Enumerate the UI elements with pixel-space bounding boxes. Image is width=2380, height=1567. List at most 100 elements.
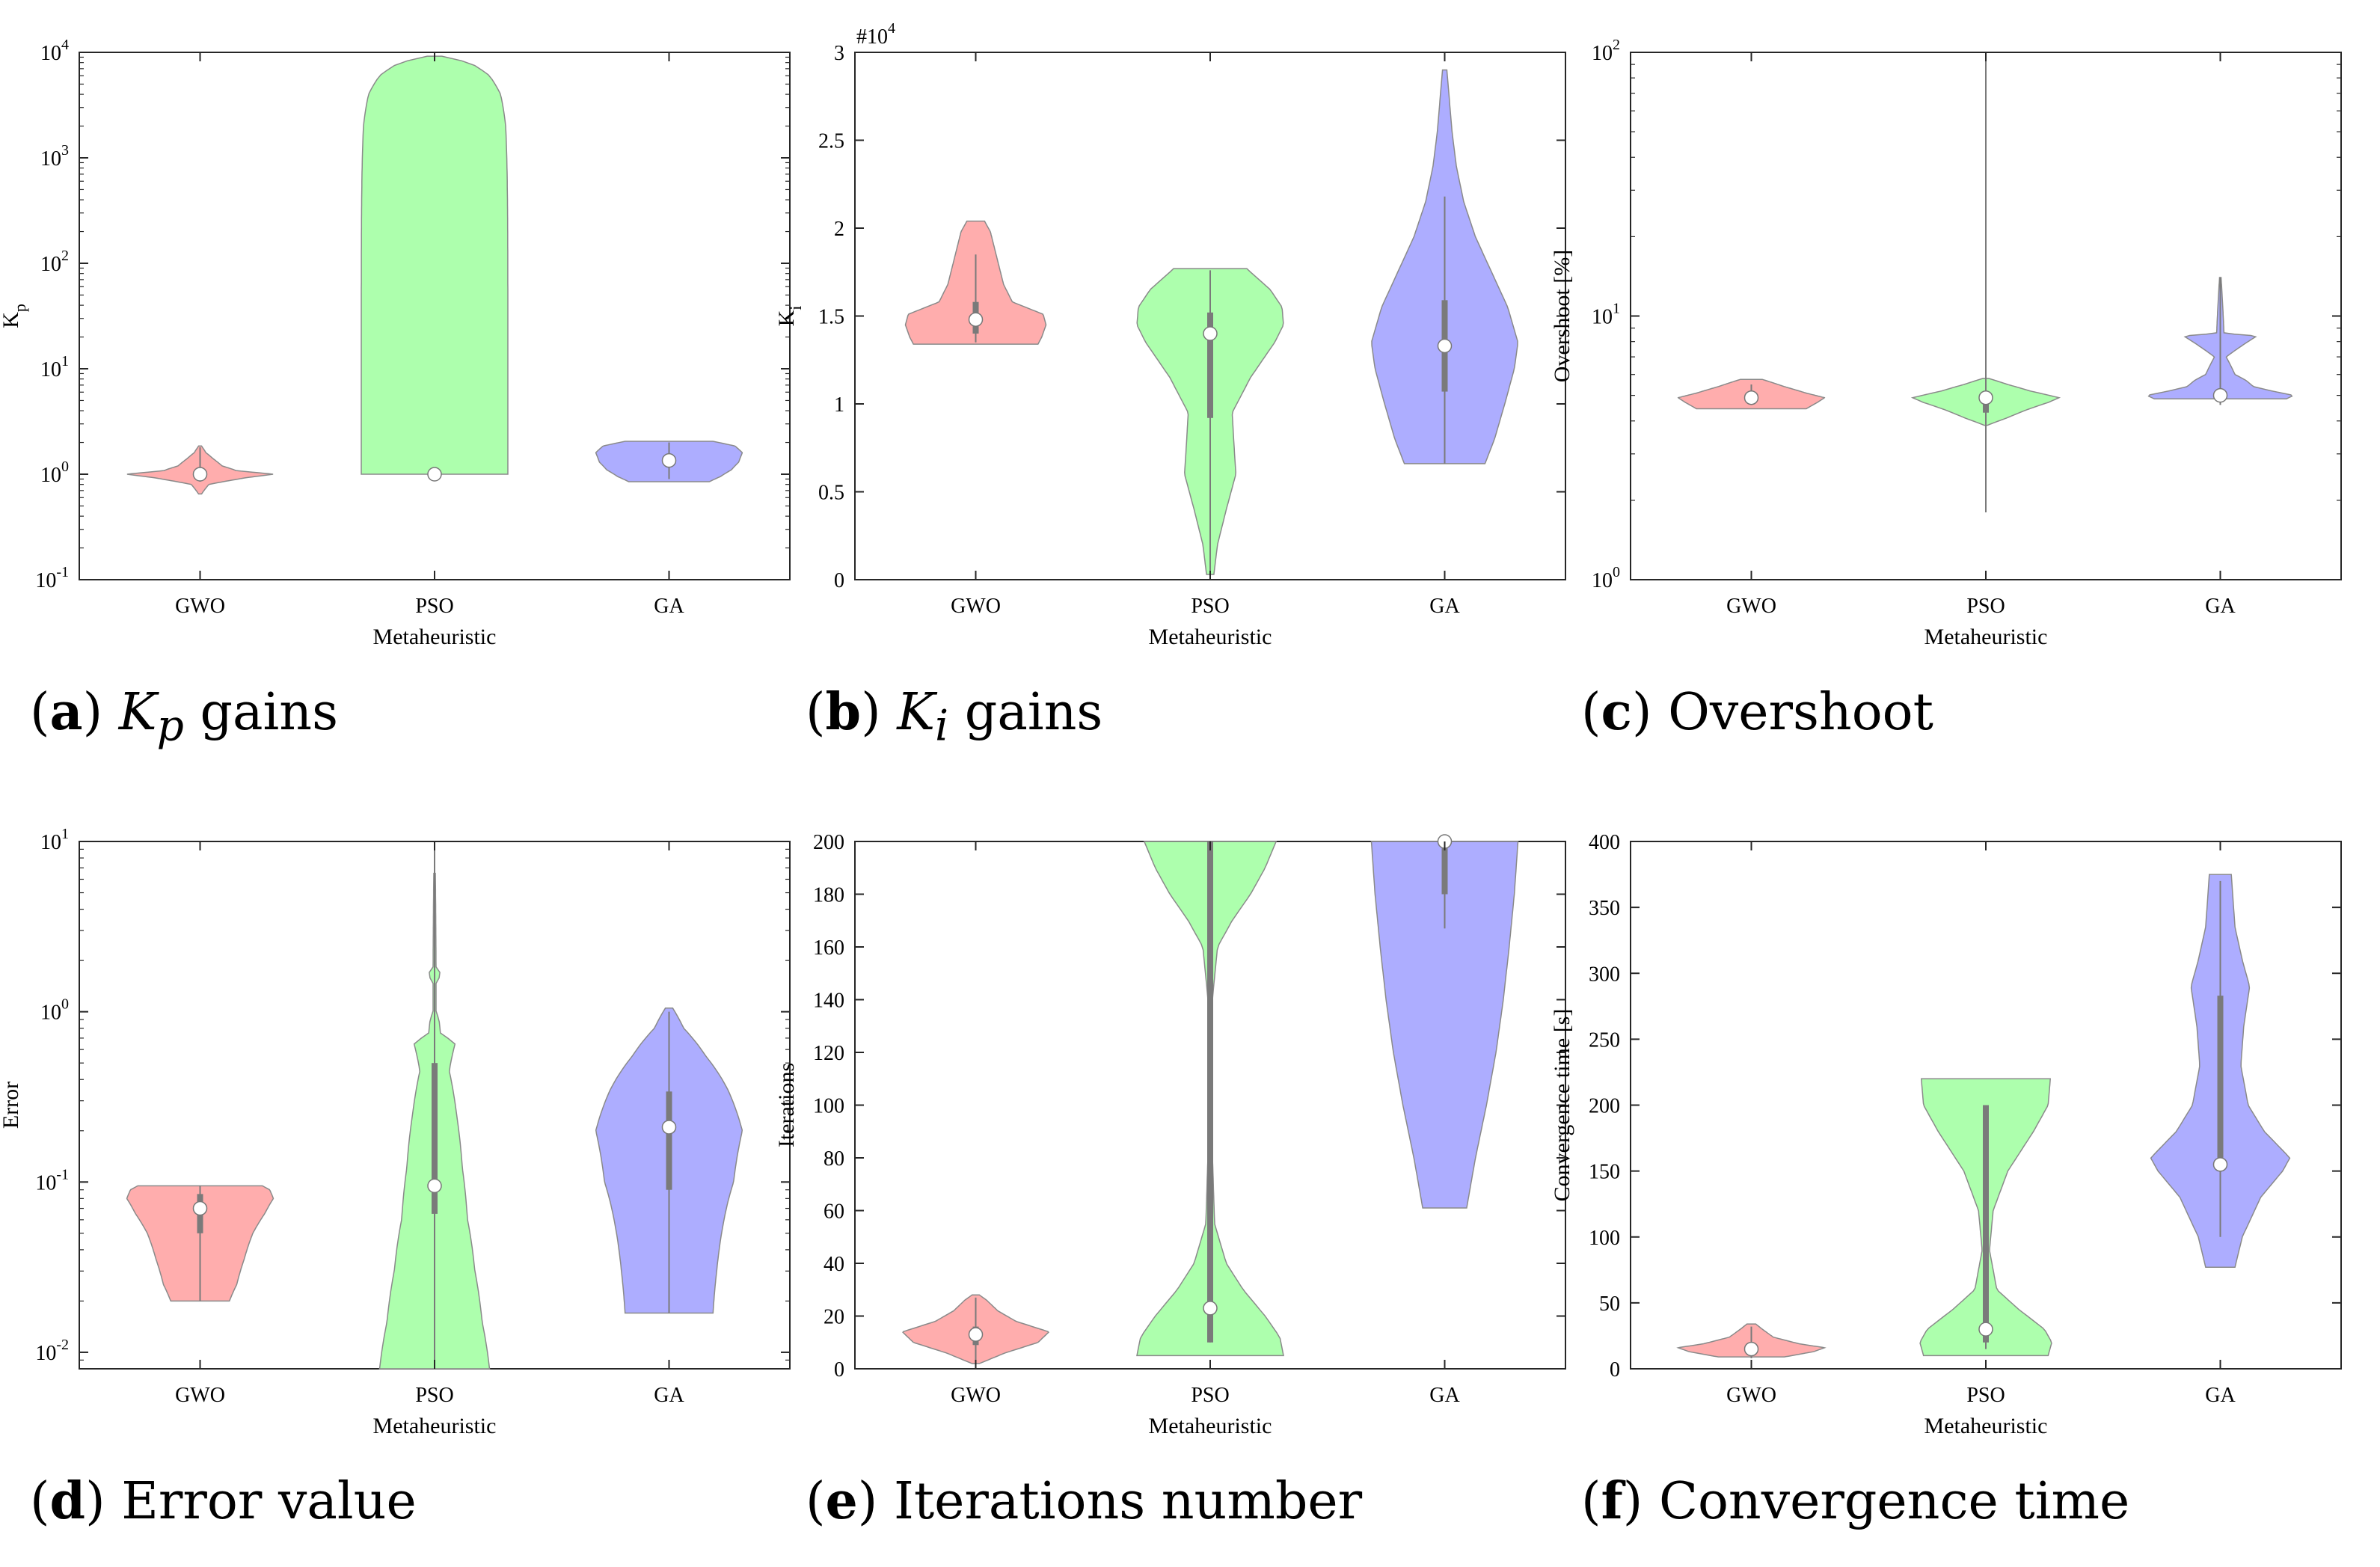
y-tick-label: 10-1 (35, 564, 69, 592)
caption-d: (d) Error value (30, 1471, 417, 1531)
y-tick-label: 10-1 (35, 1166, 69, 1195)
x-tick-label: GWO (175, 595, 225, 618)
x-tick-label: PSO (1966, 1384, 2005, 1407)
violin-pso (361, 55, 509, 475)
median-marker-pso (427, 467, 442, 482)
caption-e: (e) Iterations number (806, 1471, 1363, 1531)
median-marker-pso (1203, 326, 1218, 341)
y-tick-label: 150 (1589, 1161, 1620, 1184)
median-marker-ga (2212, 387, 2228, 403)
x-tick-label: GWO (175, 1384, 225, 1407)
y-tick-label: 100 (813, 1095, 844, 1118)
y-tick-label: 100 (40, 459, 69, 487)
iqr-box-ga (666, 1091, 672, 1190)
y-tick-label: 80 (824, 1147, 844, 1171)
axis-multiplier: #104 (856, 20, 895, 49)
x-tick-label: GA (1429, 1384, 1460, 1407)
median-marker-ga (661, 1120, 677, 1135)
violin-chart-d: 10-2 10-1 100 101 Error GWO PSO GA Metaheuristic (0, 826, 791, 1438)
y-tick-label: 101 (40, 353, 69, 381)
iqr-box-pso (432, 1063, 438, 1214)
y-axis-label: Convergence time [s] (1550, 1009, 1574, 1202)
x-tick-label: GWO (1726, 595, 1776, 618)
caption-a: (a) Kp gains (30, 682, 338, 751)
y-tick-label: 0 (1610, 1358, 1620, 1382)
caption-f: (f) Convergence time (1581, 1471, 2130, 1531)
y-tick-label: 180 (813, 884, 844, 907)
y-tick-label: 102 (40, 248, 69, 276)
x-tick-label: GWO (951, 1384, 1001, 1407)
y-tick-label: 100 (1589, 1227, 1620, 1250)
panel-e: 0 20 40 60 80 100 120 140 160 180 200 Iterations GWO… (774, 789, 1568, 1567)
x-tick-label: GA (654, 1384, 684, 1407)
x-tick-label: GA (654, 595, 684, 618)
panel-f: 0 50 100 150 200 250 300 350 400 Convergence time… (1550, 789, 2344, 1567)
y-tick-label: 20 (824, 1306, 844, 1329)
median-marker-gwo (968, 1327, 984, 1342)
median-marker-pso (427, 1178, 442, 1194)
y-axis-label: Iterations (774, 1063, 799, 1147)
y-tick-label: 250 (1589, 1028, 1620, 1052)
violin-chart-a: 10-1 100 101 102 103 104 Kp GWO PSO GA Metaheurist… (0, 37, 791, 649)
iqr-box-ga (1441, 841, 1448, 895)
median-marker-ga (661, 453, 677, 468)
median-marker-gwo (1743, 390, 1759, 405)
y-tick-label: 2 (834, 218, 844, 241)
y-tick-label: 101 (1592, 301, 1620, 329)
y-tick-label: 400 (1589, 831, 1620, 854)
median-marker-ga (1437, 338, 1453, 354)
y-tick-label: 102 (1592, 37, 1620, 65)
y-tick-label: 2.5 (818, 130, 844, 153)
x-axis-label: Metaheuristic (373, 1414, 497, 1438)
y-tick-label: 0.5 (818, 482, 844, 505)
caption-c: (c) Overshoot (1581, 682, 1933, 742)
iqr-box-pso (1207, 841, 1213, 1343)
y-tick-label: 60 (824, 1200, 844, 1224)
median-marker-gwo (192, 467, 208, 482)
iqr-box-pso (1983, 397, 1989, 413)
y-tick-label: 100 (40, 996, 69, 1025)
median-marker-pso (1978, 390, 1993, 405)
y-tick-label: 104 (40, 37, 69, 65)
x-axis-label: Metaheuristic (373, 625, 497, 649)
y-tick-label: 3 (834, 42, 844, 65)
iqr-box-pso (1983, 1105, 1989, 1343)
y-tick-label: 120 (813, 1042, 844, 1065)
violin-chart-c: 100 101 102 Overshoot [%] GWO PSO GA Metaheuris… (1550, 37, 2342, 649)
x-tick-label: PSO (1966, 595, 2005, 618)
y-tick-label: 50 (1599, 1292, 1620, 1316)
caption-b: (b) Ki gains (806, 682, 1103, 751)
y-tick-label: 200 (1589, 1095, 1620, 1118)
violin-chart-e: 0 20 40 60 80 100 120 140 160 180 200 Iterations GWO… (774, 831, 1566, 1438)
x-tick-label: PSO (1191, 595, 1229, 618)
x-tick-label: GWO (951, 595, 1001, 618)
median-marker-gwo (968, 312, 984, 327)
median-marker-gwo (192, 1200, 208, 1216)
x-axis-label: Metaheuristic (1149, 1414, 1272, 1438)
median-marker-gwo (1743, 1341, 1759, 1357)
median-marker-pso (1203, 1301, 1218, 1316)
panel-d: 10-2 10-1 100 101 Error GWO PSO GA Metaheuristic… (0, 789, 793, 1567)
x-tick-label: GA (1429, 595, 1460, 618)
median-marker-pso (1978, 1322, 1993, 1337)
x-tick-label: GA (2205, 1384, 2236, 1407)
y-tick-label: 101 (40, 826, 69, 854)
y-tick-label: 10-2 (35, 1337, 69, 1365)
x-tick-label: PSO (415, 595, 453, 618)
x-axis-label: Metaheuristic (1924, 625, 2048, 649)
y-tick-label: 0 (834, 1358, 844, 1382)
violin-ga (1370, 841, 1519, 1209)
panel-a: 10-1 100 101 102 103 104 Kp GWO PSO GA Metaheurist… (0, 0, 793, 778)
y-tick-label: 160 (813, 936, 844, 960)
iqr-box-ga (2217, 996, 2224, 1158)
iqr-box-pso (1207, 312, 1213, 418)
y-axis-label: Ki (774, 306, 805, 327)
x-tick-label: GA (2205, 595, 2236, 618)
y-axis-label: Error (0, 1082, 23, 1129)
y-tick-label: 200 (813, 831, 844, 854)
y-tick-label: 0 (834, 569, 844, 592)
y-tick-label: 103 (40, 142, 69, 171)
x-axis-label: Metaheuristic (1924, 1414, 2048, 1438)
y-tick-label: 100 (1592, 564, 1620, 592)
